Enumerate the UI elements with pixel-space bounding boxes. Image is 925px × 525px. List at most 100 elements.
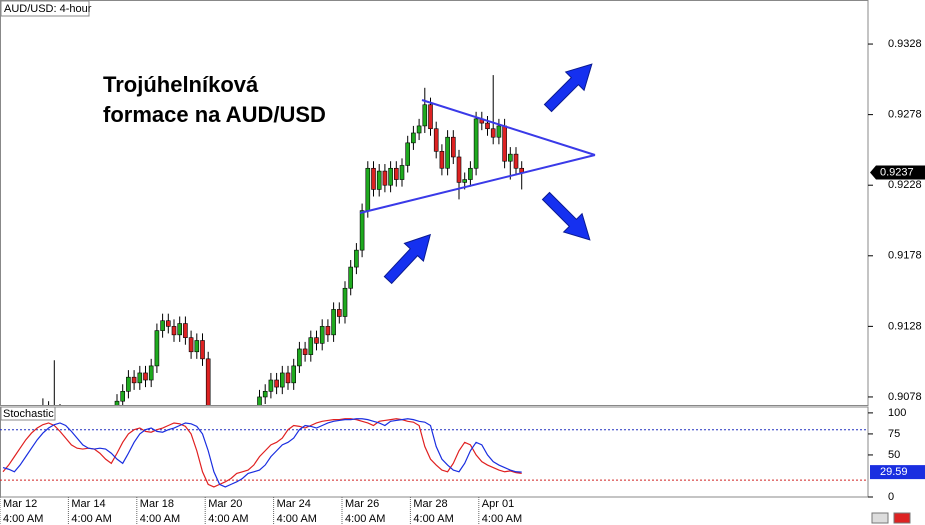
candle-body — [308, 337, 314, 355]
candle-body — [200, 340, 205, 360]
candle-body — [188, 337, 194, 353]
candle-body — [439, 151, 445, 169]
y-tick-label: 0.9328 — [888, 38, 922, 50]
candle-body — [336, 309, 342, 317]
candle-body — [365, 167, 371, 211]
candle-body — [274, 379, 279, 388]
x-tick-label: Mar 24 — [277, 498, 311, 510]
candle-body — [399, 165, 405, 180]
y-tick-label: 0.9078 — [888, 391, 922, 403]
candle-body — [428, 104, 433, 130]
candle-body — [257, 396, 262, 405]
current-price-box — [870, 165, 925, 180]
current-stoch-label: 29.59 — [880, 466, 908, 478]
candle-body — [393, 167, 399, 180]
candle-body — [496, 125, 502, 138]
candle-body — [154, 330, 160, 367]
x-tick-time: 4:00 AM — [140, 513, 180, 525]
x-tick-time: 4:00 AM — [345, 513, 385, 525]
candle-body — [485, 122, 490, 130]
drawings — [359, 54, 602, 290]
y-tick-label: 0.9278 — [888, 109, 922, 121]
candle-body — [268, 379, 274, 392]
candle-body — [331, 309, 336, 336]
stoch-panel — [0, 406, 869, 498]
annotation: formace na AUD/USD — [103, 102, 326, 127]
candle-body — [473, 118, 479, 169]
y-tick-label: 75 — [888, 428, 900, 440]
x-tick-label: Mar 20 — [208, 498, 242, 510]
candle-body — [450, 136, 456, 158]
candle-body — [137, 372, 143, 384]
x-tick-label: Apr 01 — [482, 498, 514, 510]
candle-body — [302, 348, 308, 355]
candle-body — [205, 358, 211, 405]
x-tick-time: 4:00 AM — [71, 513, 111, 525]
x-tick-label: Mar 12 — [3, 498, 37, 510]
price-plot — [42, 75, 525, 405]
candle-body — [416, 125, 422, 134]
stoch-title: Stochastic — [3, 408, 54, 420]
axes: 0.9328 0.9278 0.9228 0.9178 0.9128 0.9078 Mar … — [0, 38, 925, 525]
x-tick-time: 4:00 AM — [482, 513, 522, 525]
y-tick-label: 0.9128 — [888, 320, 922, 332]
candle-body — [502, 125, 507, 162]
candle-body — [348, 266, 354, 289]
title-box — [0, 0, 90, 17]
candle-body — [468, 167, 473, 180]
stoch-title-box — [0, 406, 56, 421]
candle-body — [376, 170, 382, 190]
candle-body — [114, 400, 120, 405]
x-tick-time: 4:00 AM — [208, 513, 248, 525]
current-stoch-box — [870, 465, 925, 480]
candle-body — [422, 104, 428, 127]
candle-body — [371, 167, 376, 190]
candle-body — [490, 128, 496, 138]
candle-body — [388, 167, 393, 186]
candle-body — [262, 391, 268, 398]
candle-body — [359, 210, 365, 251]
candle-body — [131, 376, 137, 384]
candle-body — [120, 391, 125, 402]
x-tick-time: 4:00 AM — [3, 513, 43, 525]
button[interactable] — [871, 512, 889, 524]
candle-body — [148, 365, 154, 381]
candle-body — [314, 337, 319, 344]
candle-body — [166, 320, 171, 327]
current-price-label: 0.9237 — [880, 166, 914, 178]
button[interactable] — [893, 512, 911, 524]
candle-body — [342, 287, 348, 317]
candle-body — [456, 156, 462, 183]
x-tick-time: 4:00 AM — [413, 513, 453, 525]
candle-body — [183, 323, 188, 338]
candle-body — [325, 326, 331, 336]
candle-body — [462, 179, 468, 183]
candle-body — [513, 153, 519, 169]
candle-body — [507, 153, 513, 162]
annotation: Trojúhelníková — [103, 72, 259, 97]
candle-body — [411, 132, 416, 144]
candle-body — [405, 142, 411, 166]
x-tick-label: Mar 14 — [71, 498, 105, 510]
chart-title: AUD/USD: 4-hour — [4, 3, 92, 15]
candle-body — [285, 372, 291, 384]
y-tick-label: 100 — [888, 407, 906, 419]
candle-body — [445, 136, 450, 169]
candle-body — [194, 340, 200, 353]
y-tick-label: 0.9178 — [888, 250, 922, 262]
candle-body — [160, 320, 165, 331]
stoch-line — [2, 418, 522, 488]
x-tick-label: Mar 28 — [413, 498, 447, 510]
candle-body — [354, 249, 359, 268]
candle-body — [143, 372, 148, 381]
triangle-lower — [359, 154, 596, 214]
candle-body — [126, 376, 131, 392]
y-tick-label: 0.9228 — [888, 179, 922, 191]
candle-body — [319, 326, 325, 344]
candle-body — [177, 323, 182, 336]
candle-body — [279, 372, 285, 388]
stoch-plot — [0, 418, 868, 488]
y-tick-label: 0 — [888, 491, 894, 503]
